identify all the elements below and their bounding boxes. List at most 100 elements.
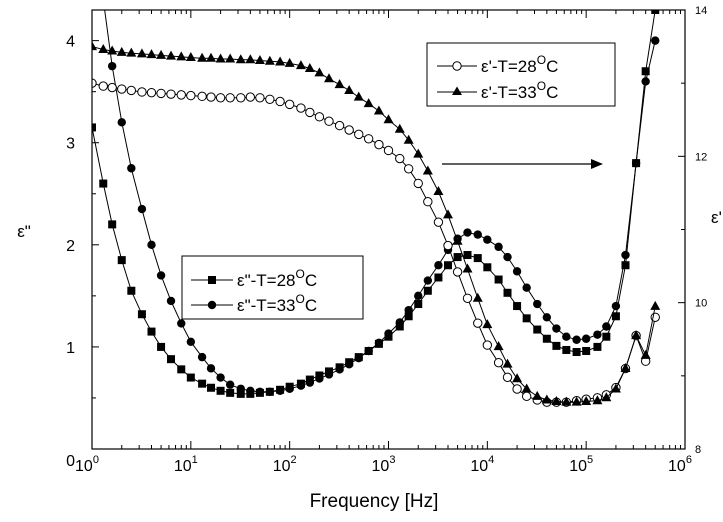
data-point-triangle [443, 209, 454, 219]
data-point-open-circle [146, 87, 157, 98]
data-point-triangle [245, 54, 256, 64]
data-point-circle [494, 242, 503, 252]
svg-text:ε"-T=28OC: ε"-T=28OC [237, 267, 317, 290]
data-point-open-circle [265, 94, 275, 104]
data-point-open-circle [197, 91, 207, 102]
data-point-circle [265, 387, 275, 397]
annotation-arrow [442, 159, 603, 169]
data-point-circle [127, 164, 136, 173]
data-point-circle [275, 386, 285, 396]
series-line [92, 46, 656, 403]
data-point-square [404, 312, 413, 321]
legend-entry-eps-double-28: ε"-T=28OC [191, 267, 317, 290]
data-point-circle [542, 313, 552, 322]
data-point-circle [117, 118, 126, 127]
y-left-tick-label: 2 [66, 238, 75, 255]
data-point-open-circle [363, 134, 374, 144]
data-point-circle [395, 318, 404, 327]
y-left-axis-label: ε" [17, 222, 31, 241]
data-point-open-circle [107, 82, 117, 93]
data-point-square [444, 261, 453, 270]
data-point-square [198, 379, 207, 388]
data-point-open-circle [215, 93, 226, 103]
data-point-open-circle [186, 90, 196, 101]
data-point-triangle [373, 105, 384, 115]
data-point-triangle [561, 396, 572, 406]
data-point-square [177, 365, 186, 374]
data-point-triangle [334, 79, 345, 89]
data-point-circle [562, 332, 571, 341]
series-layer [92, 10, 661, 407]
data-point-triangle [126, 47, 137, 57]
legend-box-top [426, 42, 616, 107]
legend-marker-filled-circle [207, 300, 217, 310]
data-point-circle [156, 271, 166, 280]
data-point-circle [651, 36, 660, 45]
data-point-triangle [353, 91, 364, 101]
data-point-circle [147, 240, 156, 250]
data-point-triangle [363, 98, 374, 108]
data-point-circle [611, 301, 621, 311]
data-point-open-circle [156, 88, 166, 99]
data-point-open-circle [413, 178, 423, 189]
data-point-triangle [581, 395, 592, 405]
data-point-triangle [640, 349, 651, 359]
data-point-triangle [185, 52, 196, 62]
data-point-triangle [146, 49, 157, 59]
data-point-open-circle [452, 267, 463, 277]
data-point-open-circle [236, 93, 246, 103]
data-point-triangle [403, 134, 414, 144]
svg-text:ε"-T=33OC: ε"-T=33OC [237, 292, 317, 315]
data-point-triangle [502, 358, 513, 368]
data-point-triangle [92, 41, 97, 51]
data-point-open-circle [255, 93, 265, 103]
data-point-circle [581, 334, 591, 343]
data-point-square [582, 346, 591, 355]
data-point-triangle [116, 46, 127, 56]
data-point-circle [197, 352, 207, 362]
data-point-square [137, 310, 146, 319]
x-tick-label: 105 [569, 454, 593, 475]
data-point-circle [434, 261, 443, 270]
data-point-square [186, 373, 195, 382]
data-point-triangle [275, 56, 286, 66]
data-point-open-circle [314, 112, 325, 122]
data-point-circle [225, 380, 235, 389]
data-point-circle [354, 353, 363, 363]
x-tick-label: 100 [75, 454, 99, 475]
data-point-circle [602, 322, 611, 331]
y-left-tick-label: 4 [66, 34, 75, 51]
data-point-square [157, 342, 166, 351]
data-point-open-circle [344, 125, 354, 135]
data-point-circle [177, 319, 186, 328]
data-point-triangle [235, 54, 246, 64]
data-point-square [552, 341, 561, 350]
data-point-triangle [107, 45, 118, 55]
data-point-triangle [462, 263, 473, 273]
data-point-triangle [166, 50, 177, 60]
data-point-square [621, 261, 630, 270]
x-axis-label: Frequency [Hz] [310, 491, 439, 512]
data-point-square [207, 383, 216, 392]
data-point-triangle [284, 57, 295, 67]
data-point-triangle [206, 52, 217, 62]
data-point-open-circle [443, 240, 453, 251]
data-point-triangle [601, 392, 612, 402]
data-point-open-circle [493, 357, 504, 368]
data-point-triangle [344, 84, 355, 94]
data-point-open-circle [324, 116, 334, 126]
data-point-circle [384, 329, 393, 338]
data-point-open-circle [502, 372, 513, 382]
data-point-triangle [197, 52, 208, 62]
data-point-open-circle [395, 153, 405, 164]
series-eps-prime-33 [92, 41, 661, 406]
data-point-open-circle [166, 89, 176, 99]
data-point-circle [364, 346, 373, 356]
data-point-triangle [264, 55, 275, 65]
data-point-triangle [295, 60, 306, 70]
data-point-circle [335, 365, 344, 374]
x-tick-label: 104 [470, 454, 494, 475]
data-point-triangle [304, 63, 315, 73]
data-point-triangle [413, 148, 424, 158]
